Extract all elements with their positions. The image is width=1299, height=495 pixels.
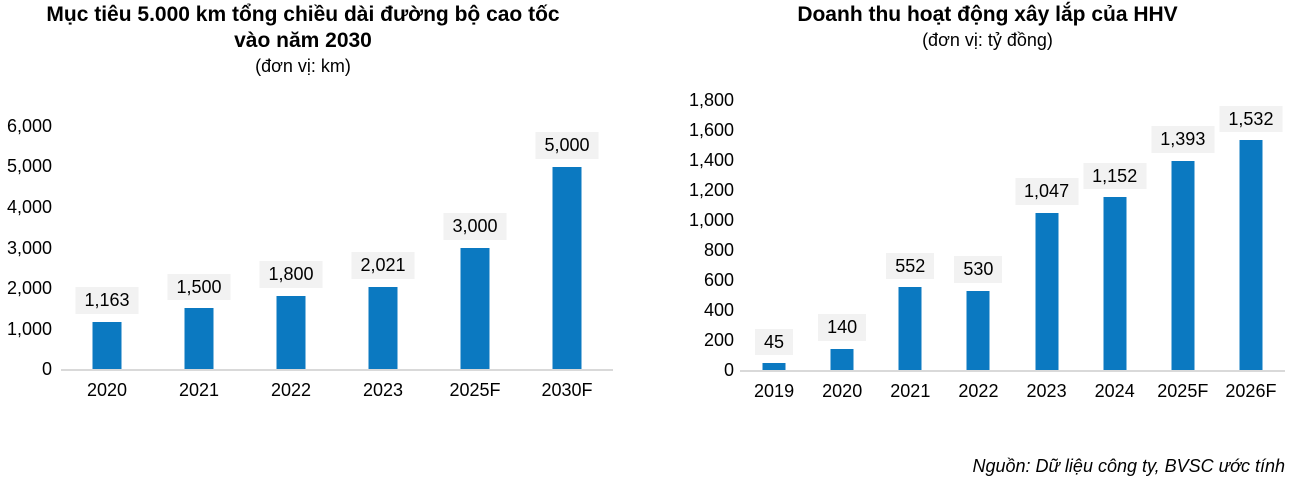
data-label: 140 [818, 314, 867, 342]
chart-unit-label: (đơn vị: tỷ đồng) [922, 30, 1053, 50]
x-tick-label: 2030F [541, 380, 593, 400]
y-tick-label: 800 [703, 240, 734, 260]
y-tick-label: 1,000 [688, 210, 734, 230]
y-tick-label: 0 [723, 360, 734, 380]
plot-wrap: 45 140 552 530 1,047 1,152 1,393 1,532 2019 2020… [740, 100, 1285, 402]
bar [276, 296, 306, 369]
plot-wrap: 1,163 1,500 1,800 2,021 3,000 5,000 2020 2021 2… [61, 126, 613, 401]
data-label: 1,532 [1219, 105, 1283, 133]
x-tick-label: 2026F [1225, 381, 1277, 401]
bar-group: 140 [808, 100, 876, 370]
data-label: 1,800 [259, 261, 323, 289]
y-tick-label: 1,600 [688, 120, 734, 140]
data-label: 2,021 [351, 252, 415, 280]
y-tick-label: 1,200 [688, 180, 734, 200]
data-label: 1,047 [1015, 178, 1079, 205]
chart-expressway-target: Mục tiêu 5.000 km tổng chiều dài đường b… [0, 0, 650, 402]
data-label: 3,000 [443, 212, 507, 240]
y-tick-label: 1,000 [6, 318, 52, 339]
y-tick-label: 5,000 [6, 156, 52, 177]
bar-group: 1,393 [1149, 100, 1217, 370]
data-label: 45 [755, 328, 794, 356]
charts-row: Mục tiêu 5.000 km tổng chiều dài đường b… [0, 0, 1299, 402]
bar [830, 349, 854, 370]
bar [966, 290, 990, 370]
bar [92, 321, 122, 369]
chart-hhv-construction-revenue: Doanh thu hoạt động xây lắp của HHV (đơn… [650, 0, 1299, 402]
y-tick-label: 1,800 [688, 90, 734, 110]
x-tick-label: 2022 [958, 381, 999, 401]
bar-group: 1,500 [153, 126, 245, 369]
x-tick-label: 2025F [449, 380, 501, 400]
y-tick-label: 400 [703, 300, 734, 320]
data-label: 1,152 [1083, 162, 1147, 190]
x-tick-label: 2023 [1026, 381, 1067, 401]
x-tick-label: 2020 [86, 380, 128, 400]
data-label: 5,000 [535, 131, 599, 159]
y-axis: 6,000 5,000 4,000 3,000 2,000 1,000 0 [0, 117, 52, 378]
bar-group: 45 [740, 100, 808, 370]
plot-area: 1,163 1,500 1,800 2,021 3,000 5,000 [61, 126, 613, 371]
y-tick-label: 2,000 [6, 277, 52, 298]
x-axis: 2020 2021 2022 2023 2025F 2030F [61, 371, 613, 401]
y-tick-label: 1,400 [688, 150, 734, 170]
chart-title: Mục tiêu 5.000 km tổng chiều dài đường b… [46, 3, 560, 52]
data-label: 1,163 [75, 287, 139, 314]
source-note: Nguồn: Dữ liệu công ty, BVSC ước tính [972, 456, 1285, 476]
y-tick-label: 200 [703, 330, 734, 350]
bar [368, 287, 398, 369]
data-label: 530 [954, 255, 1003, 283]
x-tick-label: 2024 [1094, 381, 1135, 401]
bar [762, 363, 786, 370]
bar [460, 247, 490, 369]
chart-body: 1,800 1,600 1,400 1,200 1,000 800 600 400 200 0 4… [650, 91, 1299, 402]
y-tick-label: 3,000 [6, 237, 52, 258]
y-tick-label: 600 [703, 270, 734, 290]
bar-group: 1,152 [1081, 100, 1149, 370]
plot-area: 45 140 552 530 1,047 1,152 1,393 1,532 [740, 100, 1285, 372]
bar-group: 1,047 [1013, 100, 1081, 370]
bar [1035, 212, 1059, 370]
x-axis: 2019 2020 2021 2022 2023 2024 2025F 2026F [740, 372, 1285, 402]
data-label: 1,393 [1151, 126, 1215, 154]
y-tick-label: 6,000 [6, 116, 52, 136]
bar-group: 3,000 [429, 126, 521, 369]
bar-group: 1,800 [245, 126, 337, 369]
data-label: 1,500 [167, 273, 231, 301]
bar-group: 5,000 [521, 126, 613, 369]
x-tick-label: 2021 [178, 380, 220, 400]
chart-title: Doanh thu hoạt động xây lắp của HHV [797, 3, 1178, 26]
y-tick-label: 0 [41, 359, 52, 379]
x-tick-label: 2022 [270, 380, 312, 400]
x-tick-label: 2020 [822, 381, 863, 401]
data-label: 552 [886, 252, 935, 280]
y-tick-label: 4,000 [6, 196, 52, 217]
bar [1239, 140, 1263, 370]
bar-group: 552 [876, 100, 944, 370]
bar [184, 308, 214, 369]
bar-group: 2,021 [337, 126, 429, 369]
bar [552, 166, 582, 369]
bar-group: 1,532 [1217, 100, 1285, 370]
x-tick-label: 2019 [754, 381, 795, 401]
x-tick-label: 2025F [1157, 381, 1209, 401]
chart-unit-label: (đơn vị: km) [255, 56, 351, 76]
x-tick-label: 2023 [362, 380, 404, 400]
bar-group: 530 [944, 100, 1012, 370]
bar [1103, 197, 1127, 370]
bar [1171, 161, 1195, 370]
chart-body: 6,000 5,000 4,000 3,000 2,000 1,000 0 1,163 1,5… [0, 117, 650, 401]
x-tick-label: 2021 [890, 381, 931, 401]
y-axis: 1,800 1,600 1,400 1,200 1,000 800 600 400 200 0 [650, 91, 734, 379]
bar [898, 287, 922, 370]
bar-group: 1,163 [61, 126, 153, 369]
